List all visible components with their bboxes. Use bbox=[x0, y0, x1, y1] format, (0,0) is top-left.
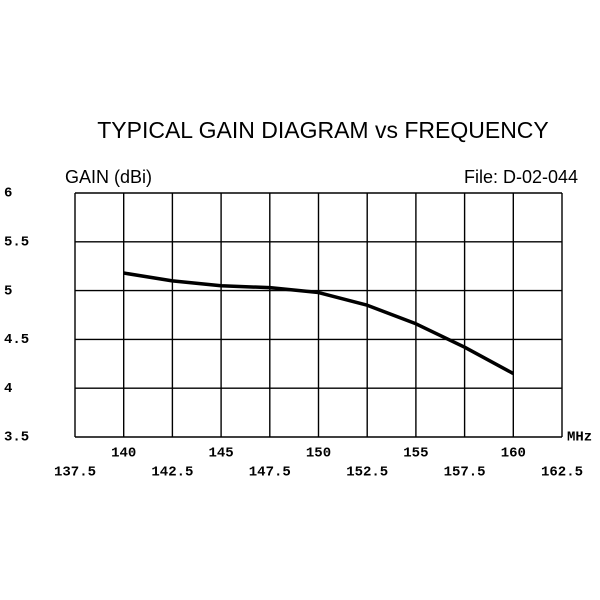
y-tick-label: 4.5 bbox=[4, 332, 29, 348]
chart-title: TYPICAL GAIN DIAGRAM vs FREQUENCY bbox=[97, 117, 549, 143]
y-tick-label: 4 bbox=[4, 381, 12, 397]
y-tick-label: 5.5 bbox=[4, 235, 29, 251]
x-tick-label: 162.5 bbox=[541, 465, 583, 481]
x-tick-label: 142.5 bbox=[151, 465, 193, 481]
y-tick-label: 6 bbox=[4, 186, 12, 202]
x-tick-label: 160 bbox=[501, 446, 526, 462]
x-tick-label: 155 bbox=[403, 446, 428, 462]
x-tick-label: 140 bbox=[111, 446, 136, 462]
y-tick-label: 5 bbox=[4, 283, 12, 299]
x-tick-label: 157.5 bbox=[444, 465, 486, 481]
annotation: File: D-02-044 bbox=[464, 167, 578, 187]
x-tick-label: 137.5 bbox=[54, 465, 96, 481]
x-tick-label: 145 bbox=[208, 446, 233, 462]
y-tick-label: 3.5 bbox=[4, 430, 29, 446]
x-tick-label: 152.5 bbox=[346, 465, 388, 481]
line bbox=[123, 271, 515, 376]
y-axis-label: GAIN (dBi) bbox=[65, 167, 152, 187]
x-tick-label: 150 bbox=[306, 446, 331, 462]
x-axis-label: MHz bbox=[567, 430, 592, 446]
x-tick-label: 147.5 bbox=[249, 465, 291, 481]
